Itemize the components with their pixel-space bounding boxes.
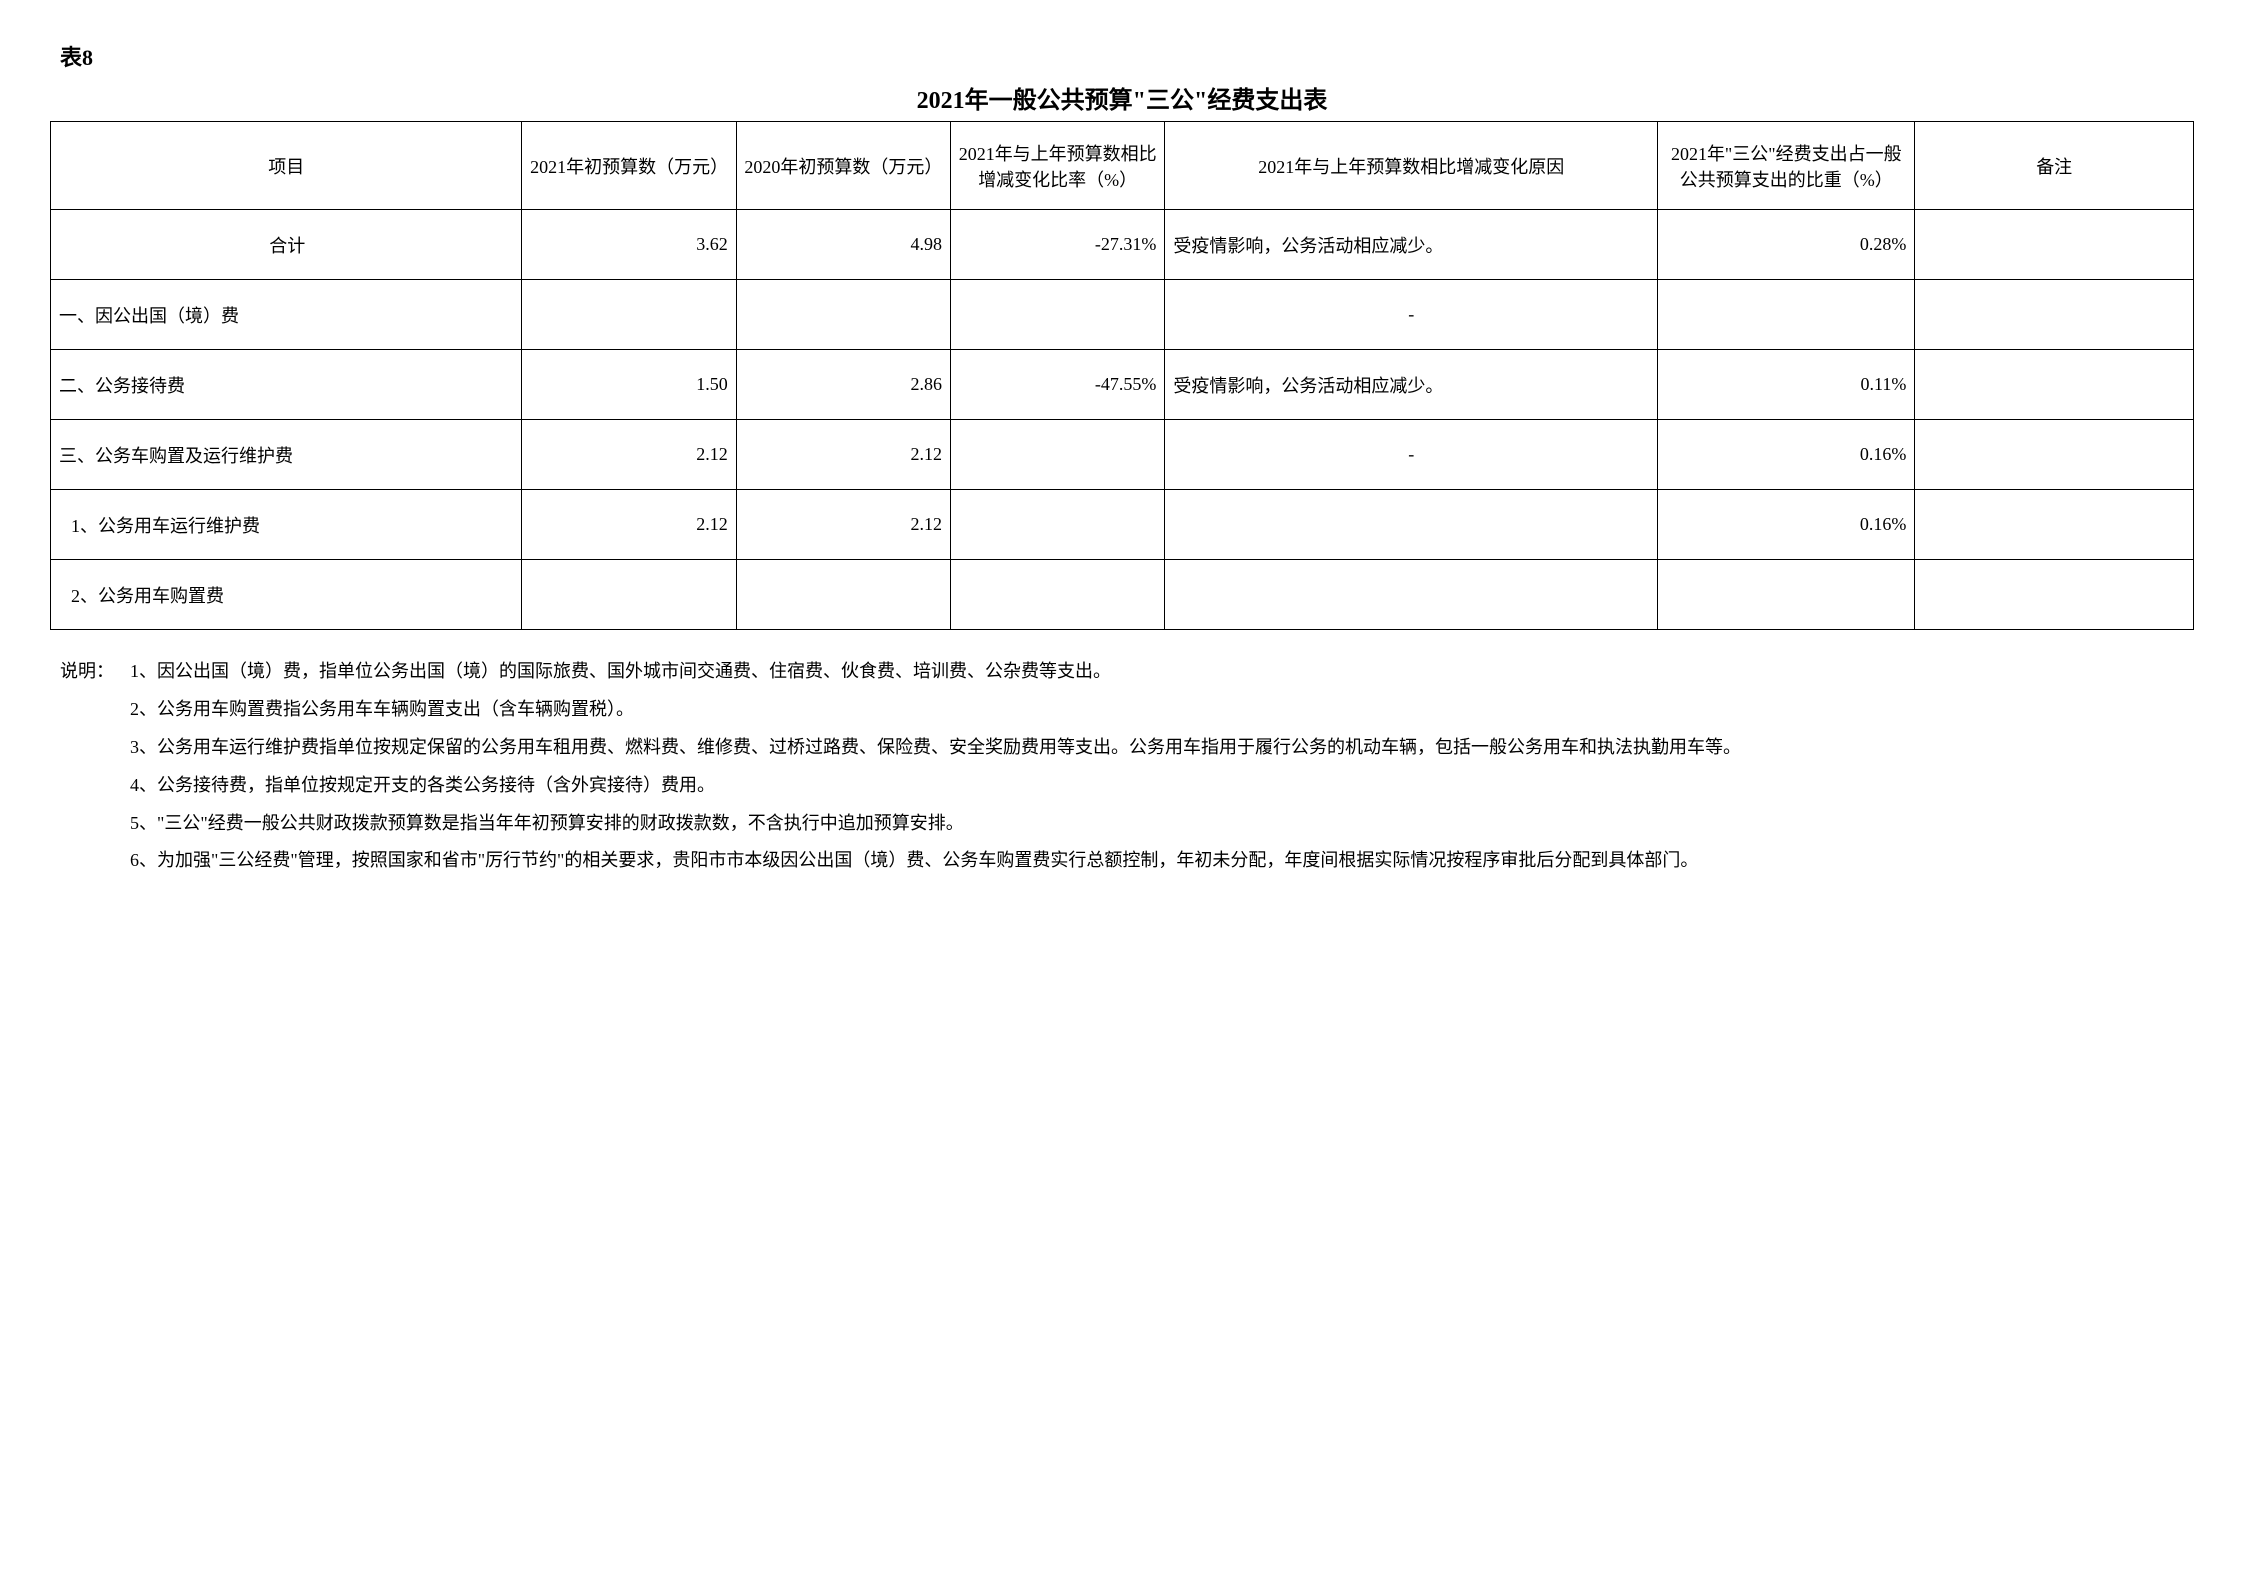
budget-table: 项目 2021年初预算数（万元） 2020年初预算数（万元） 2021年与上年预…	[50, 121, 2194, 630]
cell-rate	[951, 490, 1165, 560]
col-header-rate: 2021年与上年预算数相比增减变化比率（%）	[951, 122, 1165, 210]
notes-body: 1、因公出国（境）费，指单位公务出国（境）的国际旅费、国外城市间交通费、住宿费、…	[130, 658, 2184, 885]
cell-item: 2、公务用车购置费	[51, 560, 522, 630]
cell-rate: -47.55%	[951, 350, 1165, 420]
cell-share	[1658, 560, 1915, 630]
cell-share: 0.16%	[1658, 420, 1915, 490]
cell-2020: 2.86	[736, 350, 950, 420]
cell-remark	[1915, 420, 2194, 490]
cell-item: 合计	[51, 210, 522, 280]
cell-rate	[951, 280, 1165, 350]
cell-share: 0.11%	[1658, 350, 1915, 420]
table-row: 合计3.624.98-27.31%受疫情影响，公务活动相应减少。0.28%	[51, 210, 2194, 280]
col-header-remark: 备注	[1915, 122, 2194, 210]
notes-label: 说明：	[60, 658, 130, 686]
note-line: 3、公务用车运行维护费指单位按规定保留的公务用车租用费、燃料费、维修费、过桥过路…	[130, 734, 2184, 762]
cell-remark	[1915, 210, 2194, 280]
cell-item: 二、公务接待费	[51, 350, 522, 420]
col-header-share: 2021年"三公"经费支出占一般公共预算支出的比重（%）	[1658, 122, 1915, 210]
cell-item: 三、公务车购置及运行维护费	[51, 420, 522, 490]
table-header-row: 项目 2021年初预算数（万元） 2020年初预算数（万元） 2021年与上年预…	[51, 122, 2194, 210]
table-row: 1、公务用车运行维护费2.122.120.16%	[51, 490, 2194, 560]
cell-2020: 2.12	[736, 490, 950, 560]
table-row: 一、因公出国（境）费 -	[51, 280, 2194, 350]
note-line: 4、公务接待费，指单位按规定开支的各类公务接待（含外宾接待）费用。	[130, 772, 2184, 800]
cell-item: 一、因公出国（境）费	[51, 280, 522, 350]
cell-2021: 1.50	[522, 350, 736, 420]
col-header-2021: 2021年初预算数（万元）	[522, 122, 736, 210]
table-label: 表8	[60, 40, 2194, 72]
cell-reason	[1165, 560, 1658, 630]
cell-reason	[1165, 490, 1658, 560]
cell-2021: 3.62	[522, 210, 736, 280]
cell-remark	[1915, 280, 2194, 350]
table-row: 二、公务接待费1.502.86-47.55%受疫情影响，公务活动相应减少。0.1…	[51, 350, 2194, 420]
cell-reason: 受疫情影响，公务活动相应减少。	[1165, 350, 1658, 420]
cell-2020: 2.12	[736, 420, 950, 490]
table-row: 三、公务车购置及运行维护费2.122.12-0.16%	[51, 420, 2194, 490]
cell-remark	[1915, 560, 2194, 630]
note-line: 6、为加强"三公经费"管理，按照国家和省市"厉行节约"的相关要求，贵阳市市本级因…	[130, 847, 2184, 875]
cell-reason: -	[1165, 280, 1658, 350]
note-line: 5、"三公"经费一般公共财政拨款预算数是指当年年初预算安排的财政拨款数，不含执行…	[130, 810, 2184, 838]
cell-share: 0.28%	[1658, 210, 1915, 280]
table-row: 2、公务用车购置费	[51, 560, 2194, 630]
cell-2021	[522, 560, 736, 630]
cell-rate: -27.31%	[951, 210, 1165, 280]
cell-reason: 受疫情影响，公务活动相应减少。	[1165, 210, 1658, 280]
note-line: 2、公务用车购置费指公务用车车辆购置支出（含车辆购置税）。	[130, 696, 2184, 724]
cell-rate	[951, 420, 1165, 490]
cell-share	[1658, 280, 1915, 350]
cell-rate	[951, 560, 1165, 630]
cell-remark	[1915, 490, 2194, 560]
note-line: 1、因公出国（境）费，指单位公务出国（境）的国际旅费、国外城市间交通费、住宿费、…	[130, 658, 2184, 686]
cell-2020: 4.98	[736, 210, 950, 280]
cell-share: 0.16%	[1658, 490, 1915, 560]
cell-2021	[522, 280, 736, 350]
cell-reason: -	[1165, 420, 1658, 490]
col-header-reason: 2021年与上年预算数相比增减变化原因	[1165, 122, 1658, 210]
notes-section: 说明： 1、因公出国（境）费，指单位公务出国（境）的国际旅费、国外城市间交通费、…	[50, 658, 2194, 885]
cell-2021: 2.12	[522, 490, 736, 560]
cell-remark	[1915, 350, 2194, 420]
col-header-2020: 2020年初预算数（万元）	[736, 122, 950, 210]
table-title: 2021年一般公共预算"三公"经费支出表	[50, 80, 2194, 115]
table-body: 合计3.624.98-27.31%受疫情影响，公务活动相应减少。0.28%一、因…	[51, 210, 2194, 630]
cell-2021: 2.12	[522, 420, 736, 490]
cell-2020	[736, 280, 950, 350]
cell-2020	[736, 560, 950, 630]
col-header-item: 项目	[51, 122, 522, 210]
cell-item: 1、公务用车运行维护费	[51, 490, 522, 560]
